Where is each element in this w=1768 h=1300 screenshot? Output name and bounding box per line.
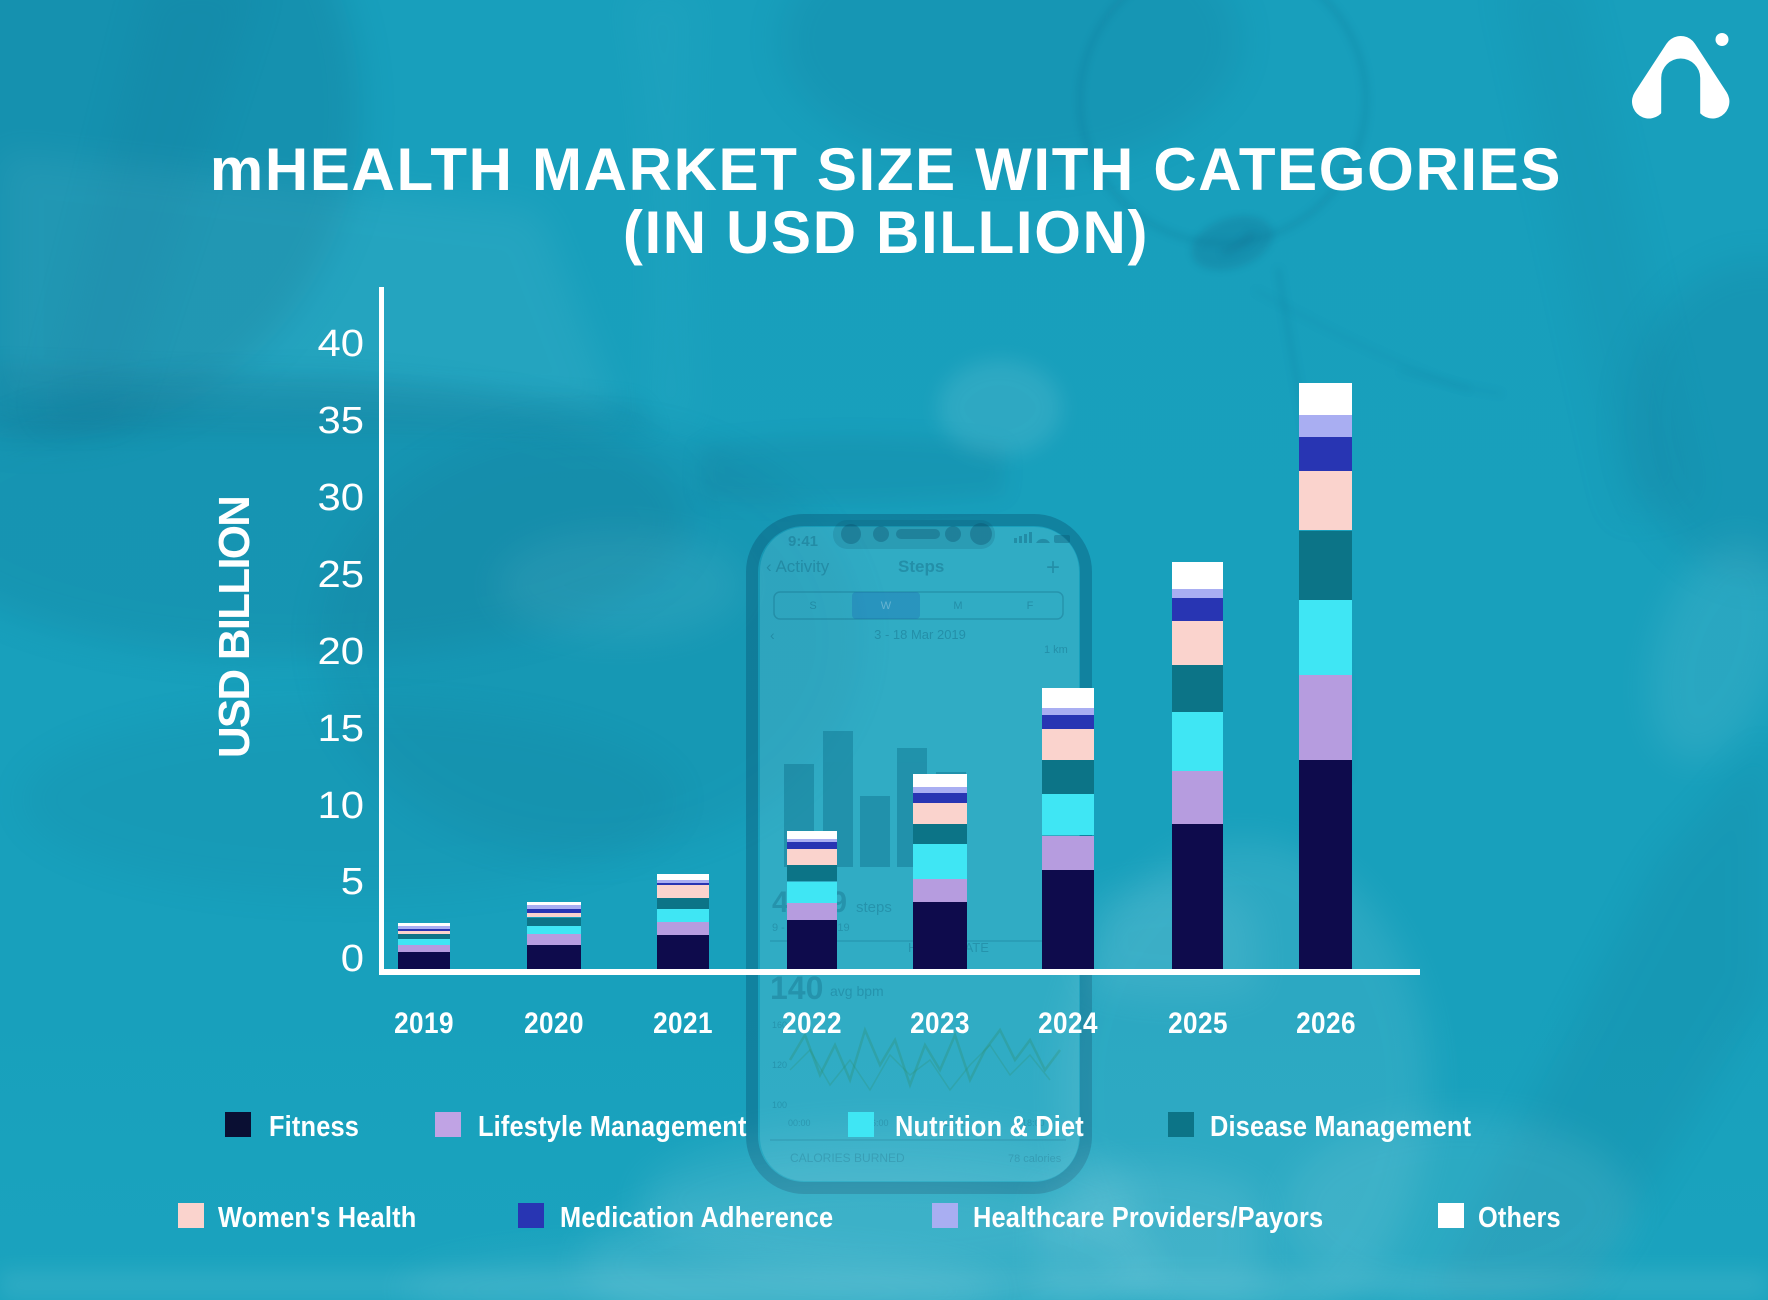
svg-text:06:00: 06:00 — [866, 1118, 889, 1128]
svg-text:18:00: 18:00 — [1022, 1118, 1045, 1128]
svg-text:steps: steps — [856, 899, 892, 916]
svg-text:+: + — [1046, 554, 1060, 581]
svg-text:3 - 18 Mar 2019: 3 - 18 Mar 2019 — [874, 627, 966, 642]
svg-text:120: 120 — [772, 1060, 787, 1070]
svg-text:W: W — [881, 600, 892, 612]
svg-text:M: M — [953, 600, 962, 612]
svg-text:F: F — [1027, 600, 1034, 612]
svg-text:12:00: 12:00 — [944, 1118, 967, 1128]
svg-text:100: 100 — [772, 1100, 787, 1110]
svg-text:Steps: Steps — [898, 557, 944, 576]
svg-text:9:41: 9:41 — [788, 533, 818, 550]
svg-text:1 km: 1 km — [1044, 644, 1068, 656]
svg-text:‹: ‹ — [770, 627, 775, 643]
svg-text:‹ Activity: ‹ Activity — [766, 557, 830, 576]
svg-text:140: 140 — [770, 970, 823, 1006]
svg-text:avg bpm: avg bpm — [830, 983, 884, 999]
svg-text:160: 160 — [772, 1020, 787, 1030]
svg-text:00:00: 00:00 — [788, 1118, 811, 1128]
svg-text:S: S — [809, 600, 816, 612]
